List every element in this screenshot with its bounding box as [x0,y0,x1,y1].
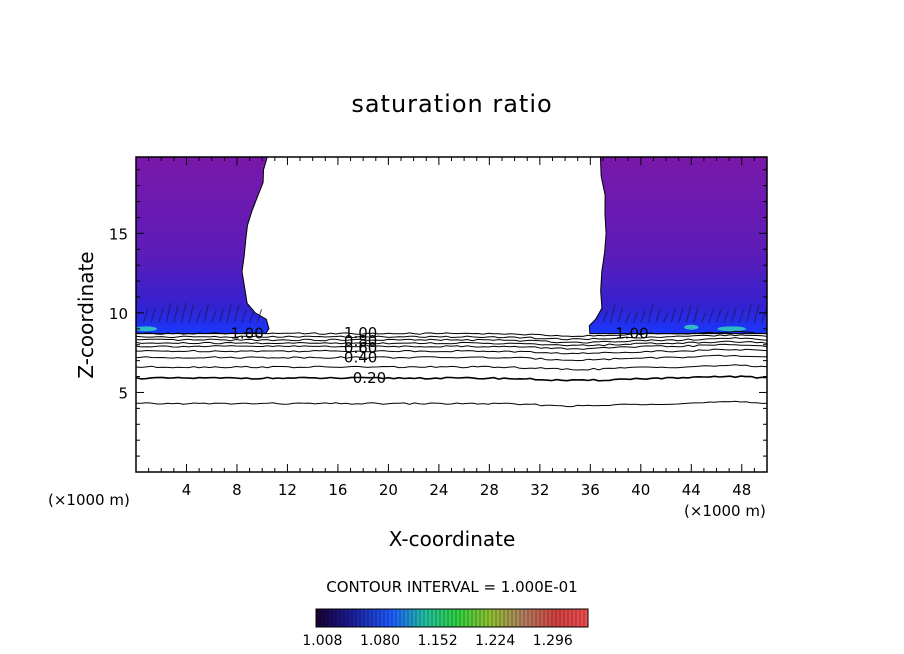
streak [249,310,255,323]
y-tick-label: 5 [118,384,128,402]
streak [218,308,225,323]
contour-line [135,343,768,350]
streak [165,302,172,323]
plot-area: 0.200.400.600.801.001.00 1.00 [135,156,768,408]
streak [746,304,752,323]
streak [693,306,699,323]
x-tick-label: 32 [530,481,549,499]
x-tick-label: 28 [480,481,499,499]
streak [632,311,639,323]
contour-label: 0.20 [353,369,386,387]
y-tick-label: 15 [109,225,128,243]
contour-label: 1.00 [344,324,377,342]
streak [233,305,240,323]
streak [655,308,661,323]
streak [609,304,616,323]
colorbar-stripes [319,609,585,627]
colorbar-labels: 1.008 1.080 1.152 1.224 1.296 [302,633,573,649]
contour-line [135,334,768,341]
streak [180,302,187,323]
contour-line [136,400,768,408]
y-tick-label: 10 [109,305,128,323]
colorbar-tick-label: 1.008 [302,633,342,649]
contour-line [135,337,768,344]
streak [602,310,608,323]
streak [625,312,631,323]
streak [662,312,669,323]
x-unit-right: (×1000 m) [684,502,766,520]
streak [256,309,263,323]
contour-label: 1.00 [615,325,648,343]
x-tick-label: 8 [232,481,242,499]
streak [670,307,677,323]
x-tick-label: 20 [379,481,398,499]
colorbar-tick-label: 1.152 [418,633,458,649]
contour-line [135,354,768,362]
colorbar-tick-label: 1.296 [533,633,573,649]
streak [617,307,624,323]
streak [723,310,730,323]
streak [700,312,707,323]
streak [715,309,722,323]
y-tick-labels: 5 10 15 [109,225,128,402]
streak [150,307,157,323]
streak [640,310,646,323]
base-streaks [143,302,767,323]
streak [241,309,247,323]
contour-interval-text: CONTOUR INTERVAL = 1.000E-01 [326,578,577,596]
y-axis-label: Z-coordinate [74,251,98,378]
chart-title: saturation ratio [351,90,552,118]
x-tick-label: 44 [682,481,701,499]
x-tick-labels: 4 8 12 16 20 24 28 32 36 40 44 48 [182,481,752,499]
contour-line [135,375,768,382]
contour-label: 0.60 [344,339,377,357]
x-tick-label: 16 [328,481,347,499]
axis-ticks [136,157,767,472]
supersaturated-region-right [588,156,768,335]
x-tick-label: 36 [581,481,600,499]
peak-patch [717,326,747,332]
streak [678,307,684,323]
streak [685,305,692,323]
contour-line [135,330,768,338]
streak [761,308,767,323]
peak-patch [135,326,157,332]
peak-patch [684,324,699,330]
colorbar-tick-label: 1.080 [360,633,400,649]
x-tick-label: 40 [631,481,650,499]
colorbar-tick-label: 1.224 [475,633,515,649]
x-tick-label: 48 [732,481,751,499]
contour-label: 1.00 [230,325,263,343]
streak [226,304,232,323]
contour-label: 0.40 [344,348,377,366]
x-unit-left: (×1000 m) [48,491,130,509]
streak [188,304,195,323]
contour-line [135,340,768,347]
supersaturated-region-left [135,156,270,335]
streak [708,308,714,323]
streak [647,303,654,323]
streak [143,308,149,323]
streak [731,308,737,323]
colorbar: 1.008 1.080 1.152 1.224 1.296 [302,608,589,649]
x-tick-label: 24 [429,481,448,499]
contour-line [136,348,768,355]
streak [196,309,202,323]
streak [738,309,745,323]
streak [173,305,179,323]
x-axis-label: X-coordinate [389,527,516,551]
streak [203,303,210,323]
x-tick-label: 12 [278,481,297,499]
contour-line [135,364,768,371]
streak [158,308,164,323]
streak [753,304,760,323]
streak [211,310,217,323]
contour-label: 0.80 [344,332,377,350]
x-tick-label: 4 [182,481,192,499]
